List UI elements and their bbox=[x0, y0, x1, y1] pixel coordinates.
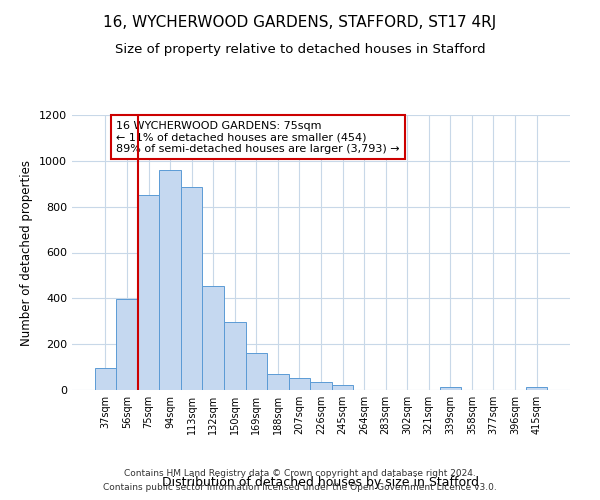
Text: Contains public sector information licensed under the Open Government Licence v3: Contains public sector information licen… bbox=[103, 484, 497, 492]
Text: Size of property relative to detached houses in Stafford: Size of property relative to detached ho… bbox=[115, 42, 485, 56]
Text: 16, WYCHERWOOD GARDENS, STAFFORD, ST17 4RJ: 16, WYCHERWOOD GARDENS, STAFFORD, ST17 4… bbox=[103, 15, 497, 30]
Bar bbox=[160, 170, 181, 390]
Bar bbox=[181, 187, 202, 390]
Bar bbox=[116, 300, 138, 390]
Bar bbox=[526, 387, 547, 390]
Bar bbox=[95, 368, 116, 390]
Bar bbox=[310, 382, 332, 390]
Bar bbox=[289, 378, 310, 390]
Bar bbox=[138, 195, 160, 390]
Bar bbox=[440, 387, 461, 390]
Bar bbox=[224, 322, 245, 390]
Bar bbox=[267, 374, 289, 390]
Bar bbox=[332, 386, 353, 390]
Text: Contains HM Land Registry data © Crown copyright and database right 2024.: Contains HM Land Registry data © Crown c… bbox=[124, 468, 476, 477]
Text: 16 WYCHERWOOD GARDENS: 75sqm
← 11% of detached houses are smaller (454)
89% of s: 16 WYCHERWOOD GARDENS: 75sqm ← 11% of de… bbox=[116, 120, 400, 154]
Bar bbox=[245, 354, 267, 390]
X-axis label: Distribution of detached houses by size in Stafford: Distribution of detached houses by size … bbox=[163, 476, 479, 489]
Y-axis label: Number of detached properties: Number of detached properties bbox=[20, 160, 34, 346]
Bar bbox=[202, 286, 224, 390]
